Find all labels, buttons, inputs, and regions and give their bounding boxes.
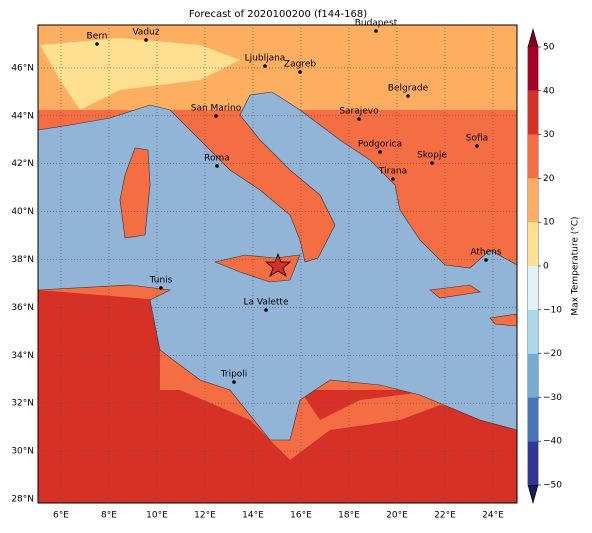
city-label: Tirana [378,167,407,177]
city-label: Sarajevo [339,107,379,117]
y-tick-label: 38°N [11,255,34,265]
city-marker [475,144,479,148]
city-label: Tripoli [220,370,248,380]
y-tick-label: 30°N [11,447,34,457]
city-marker [374,29,378,33]
colorbar-tick-label: −40 [543,437,562,447]
colorbar-extend [527,27,539,48]
y-tick-label: 40°N [11,207,34,217]
city-marker [378,150,382,154]
colorbar-label: Max Temperature (°C) [571,216,581,315]
x-tick-label: 10°E [146,511,168,521]
city-label: Tunis [149,276,173,286]
x-tick-label: 22°E [434,511,456,521]
city-label: Podgorica [358,140,402,150]
city-label: Vaduz [132,28,159,38]
city-marker [214,114,218,118]
colorbar-extend [527,484,539,505]
city-marker [232,380,236,384]
colorbar-tick-label: −30 [543,393,562,403]
colorbar-segment [528,353,538,398]
colorbar-tick-label: 40 [543,86,555,96]
map-frame [37,24,518,504]
y-tick-label: 44°N [11,111,34,121]
city-marker [215,164,219,168]
colorbar-tick-label: 0 [543,262,549,272]
y-tick-label: 36°N [11,303,34,313]
x-tick-label: 20°E [386,511,408,521]
x-tick-label: 14°E [242,511,264,521]
y-tick-label: 34°N [11,351,34,361]
colorbar-tick-label: 50 [543,43,555,53]
colorbar-segment [528,134,538,179]
city-label: San Marino [191,104,242,114]
colorbar-segment [528,47,538,91]
city-label: Skopje [417,151,447,161]
city-label: Roma [204,154,230,164]
x-tick-label: 24°E [482,511,504,521]
city-marker [484,258,488,262]
city-marker [159,286,163,290]
city-marker [406,94,410,98]
colorbar-segment [528,309,538,354]
colorbar-tick-label: 20 [543,174,555,184]
city-marker [144,38,148,42]
x-tick-label: 8°E [101,511,117,521]
city-label: Sofia [466,134,488,144]
city-label: Belgrade [388,84,429,94]
city-label: Bern [87,32,108,42]
map-title: Forecast of 2020100200 (f144-168) [189,9,367,20]
x-tick-label: 16°E [290,511,312,521]
colorbar-tick-label: −20 [543,349,562,359]
city-marker [264,308,268,312]
colorbar-tick-label: −50 [543,481,562,491]
y-tick-label: 28°N [11,495,34,505]
city-label: Ljubljana [245,54,286,64]
city-label: Zagreb [284,60,316,70]
city-label: La Valette [244,298,289,308]
colorbar-segment [528,397,538,442]
colorbar-segment [528,222,538,266]
colorbar-segment [528,90,538,135]
city-marker [298,70,302,74]
y-tick-label: 32°N [11,399,34,409]
city-marker [263,64,267,68]
city-marker [391,177,395,181]
city-label: Athens [470,248,501,258]
colorbar-segment [528,441,538,485]
colorbar-segment [528,178,538,223]
x-tick-label: 18°E [338,511,360,521]
x-tick-label: 6°E [53,511,69,521]
colorbar-tick-label: 10 [543,218,555,228]
map-area [38,25,517,503]
city-marker [430,161,434,165]
city-marker [95,42,99,46]
y-tick-label: 46°N [11,63,34,73]
colorbar-segment [528,266,538,310]
city-label: Budapest [355,19,398,29]
colorbar-tick-label: 30 [543,130,555,140]
y-tick-label: 42°N [11,159,34,169]
colorbar-tick-label: −10 [543,305,562,315]
city-marker [357,117,361,121]
x-tick-label: 12°E [194,511,216,521]
